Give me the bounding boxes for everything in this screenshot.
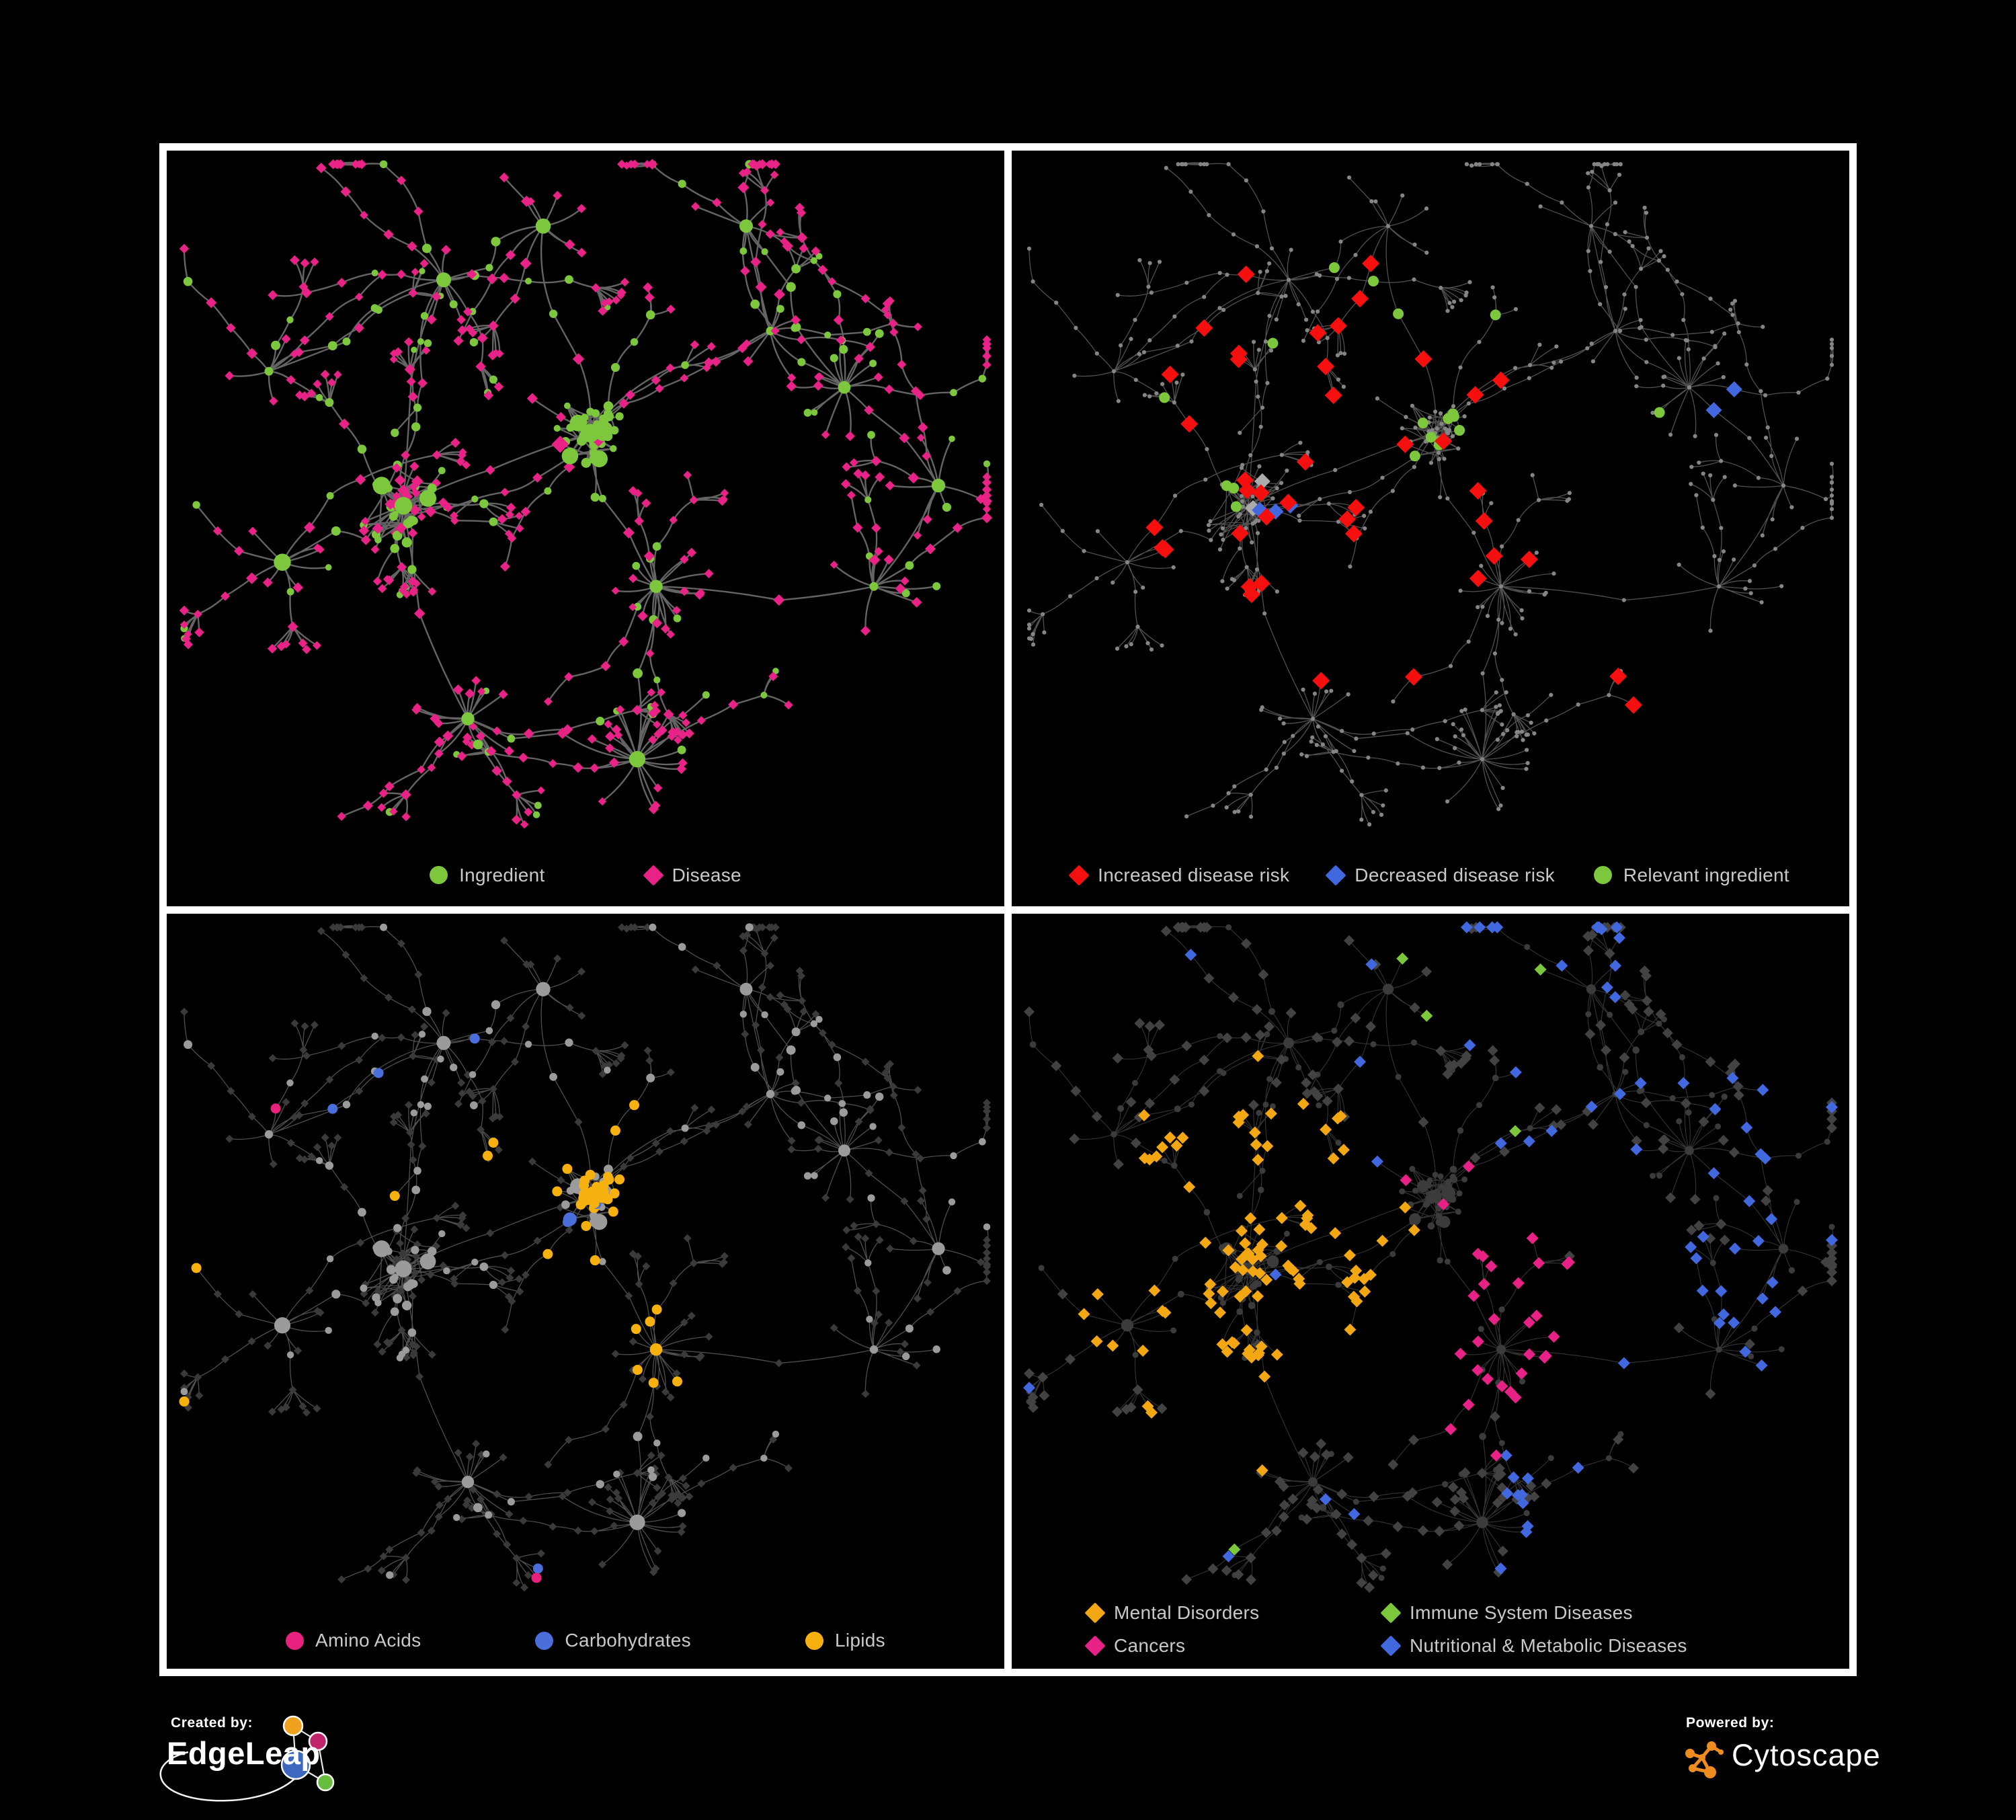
network-graph-disease-risk <box>1026 162 1834 827</box>
carbohydrates-circle-icon <box>535 1631 554 1650</box>
legend-item: Ingredient <box>430 865 545 886</box>
edgeleap-brand: EdgeLeap <box>167 1735 321 1771</box>
relevant-ingredient-circle-icon <box>1593 866 1612 884</box>
legend-item: Nutritional & Metabolic Diseases <box>1380 1635 1773 1657</box>
legend-disease-classes: Mental Disorders Immune System Diseases … <box>1012 1602 1849 1657</box>
legend-item: Mental Disorders <box>1084 1602 1383 1624</box>
panel-ingredient-disease: Ingredient Disease <box>167 151 1004 906</box>
legend-label: Mental Disorders <box>1114 1602 1260 1623</box>
legend-item: Cancers <box>1084 1635 1383 1657</box>
edgeleap-node-pink <box>308 1731 328 1751</box>
legend-label: Cancers <box>1114 1635 1186 1656</box>
ingredient-circle-icon <box>430 866 448 884</box>
legend-disease-risk: Increased disease risk Decreased disease… <box>1012 865 1849 886</box>
legend-label: Decreased disease risk <box>1355 864 1555 885</box>
network-graph-disease-classes <box>1023 920 1838 1593</box>
network-graph-ingredient-classes <box>179 922 991 1591</box>
legend-label: Ingredient <box>459 864 545 885</box>
legend-label: Carbohydrates <box>565 1630 691 1651</box>
panel-disease-classes: Mental Disorders Immune System Diseases … <box>1012 913 1849 1669</box>
cytoscape-brand: Cytoscape <box>1732 1738 1881 1772</box>
legend-label: Disease <box>672 864 741 885</box>
legend-label: Lipids <box>834 1630 885 1651</box>
disease-diamond-icon <box>643 864 664 886</box>
legend-ingredient-classes: Amino Acids Carbohydrates Lipids <box>167 1630 1004 1651</box>
legend-label: Relevant ingredient <box>1623 864 1789 885</box>
created-by-label: Created by: <box>171 1715 253 1731</box>
lipids-circle-icon <box>805 1631 823 1650</box>
nutritional-metabolic-diamond-icon <box>1380 1635 1402 1657</box>
panel-disease-risk: Increased disease risk Decreased disease… <box>1012 151 1849 906</box>
legend-item: Decreased disease risk <box>1325 864 1555 886</box>
edgeleap-node-orange <box>282 1715 304 1737</box>
legend-label: Increased disease risk <box>1098 864 1290 885</box>
powered-by-label: Powered by: <box>1686 1715 1775 1731</box>
legend-label: Amino Acids <box>315 1630 421 1651</box>
decreased-risk-diamond-icon <box>1325 864 1346 886</box>
legend-item: Disease <box>643 864 741 886</box>
legend-label: Immune System Diseases <box>1410 1602 1633 1623</box>
mental-disorders-diamond-icon <box>1084 1602 1106 1624</box>
edgeleap-node-green <box>316 1773 335 1792</box>
panel-ingredient-classes: Amino Acids Carbohydrates Lipids <box>167 913 1004 1669</box>
legend-item: Relevant ingredient <box>1593 864 1789 886</box>
legend-item: Increased disease risk <box>1068 864 1290 886</box>
immune-system-diamond-icon <box>1380 1602 1402 1624</box>
network-graph-ingredient-disease <box>179 159 993 829</box>
edgeleap-node-blue <box>280 1749 311 1780</box>
legend-item: Amino Acids <box>286 1630 421 1651</box>
legend-item: Lipids <box>805 1630 885 1651</box>
edgeleap-logo-icon <box>159 1715 335 1802</box>
legend-ingredient-disease: Ingredient Disease <box>167 865 1004 886</box>
legend-label: Nutritional & Metabolic Diseases <box>1410 1635 1687 1656</box>
cancers-diamond-icon <box>1084 1635 1106 1657</box>
amino-acids-circle-icon <box>286 1631 305 1650</box>
figure-grid: Ingredient Disease Increased disease ris… <box>159 143 1857 1676</box>
cytoscape-logo-icon <box>1685 1741 1724 1778</box>
increased-risk-diamond-icon <box>1068 864 1090 886</box>
legend-item: Immune System Diseases <box>1380 1602 1773 1624</box>
legend-item: Carbohydrates <box>535 1630 691 1651</box>
